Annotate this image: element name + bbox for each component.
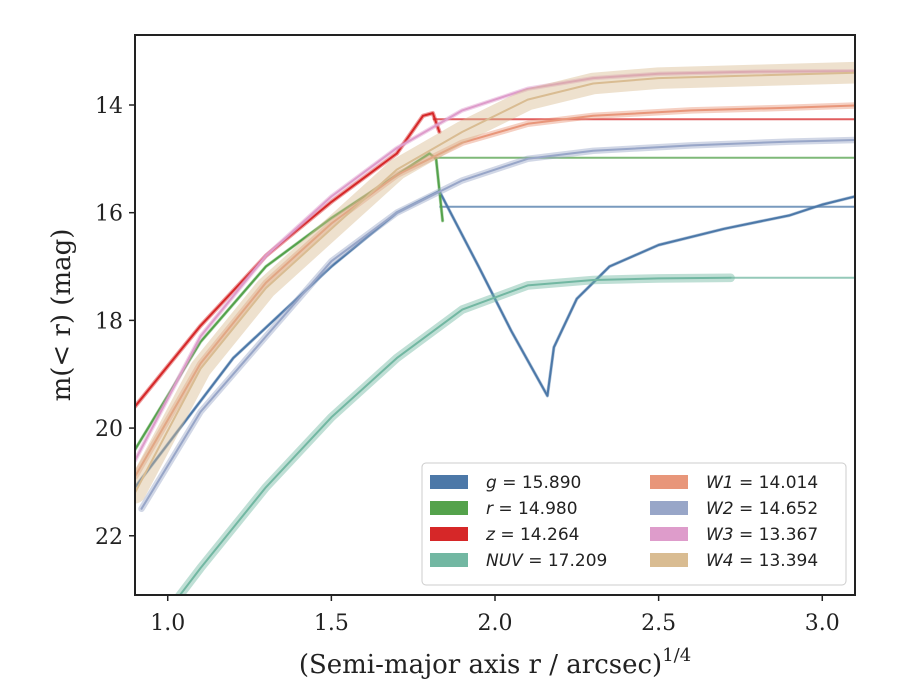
- series-line: [135, 112, 441, 408]
- series-line: [178, 276, 732, 595]
- legend: g = 15.890 r = 14.980 z = 14.264 NUV = 17.2…: [421, 462, 847, 586]
- axes: 1.0 1.5 2.0 2.5 3.0 14 16 18 20 22 (Semi-major axi…: [47, 34, 856, 680]
- series-w4: [135, 61, 855, 504]
- legend-label: W2 = 14.652: [706, 499, 818, 519]
- series-w1: [135, 102, 855, 480]
- legend-label: W3 = 13.367: [706, 525, 818, 545]
- legend-swatch: [430, 553, 468, 567]
- legend-item: W2 = 14.652: [650, 499, 818, 519]
- series-nuv: [174, 273, 855, 595]
- x-tick-label: 3.0: [805, 611, 840, 636]
- legend-swatch: [430, 475, 468, 489]
- x-tick-label: 2.0: [478, 611, 513, 636]
- y-tick-label: 16: [95, 202, 123, 227]
- legend-swatch: [430, 527, 468, 541]
- x-tick-label: 2.5: [641, 611, 676, 636]
- legend-swatch: [650, 527, 688, 541]
- legend-label: W1 = 14.014: [706, 473, 818, 493]
- series-line: [140, 139, 855, 510]
- legend-label: NUV = 17.209: [486, 551, 607, 571]
- y-tick-label: 18: [95, 309, 123, 334]
- legend-item: r = 14.980: [430, 499, 578, 519]
- series-w3: [135, 68, 855, 463]
- legend-item: W1 = 14.014: [650, 473, 818, 493]
- series-line: [135, 71, 855, 494]
- series-line: [135, 152, 444, 451]
- legend-label: W4 = 13.394: [706, 551, 818, 571]
- series-r: [135, 151, 855, 452]
- series-band: [135, 68, 855, 463]
- y-tick-label: 14: [95, 94, 123, 119]
- y-axis-title: m(< r) (mag): [47, 229, 77, 402]
- legend-swatch: [430, 501, 468, 515]
- legend-label: z = 14.264: [485, 525, 579, 545]
- legend-box: [421, 462, 847, 586]
- legend-label: r = 14.980: [486, 499, 578, 519]
- series-z: [135, 110, 855, 409]
- series-w2: [138, 136, 855, 513]
- x-axis-title: (Semi-major axis r / arcsec)1/4: [299, 645, 691, 680]
- legend-item: W3 = 13.367: [650, 525, 818, 545]
- series-line: [135, 70, 855, 462]
- legend-swatch: [650, 553, 688, 567]
- legend-label: g = 15.890: [486, 473, 581, 493]
- series-line: [135, 104, 855, 478]
- plot-area: [135, 61, 855, 595]
- legend-swatch: [650, 475, 688, 489]
- series-g: [135, 189, 855, 489]
- y-tick-label: 20: [95, 417, 123, 442]
- series-line: [135, 190, 855, 489]
- legend-swatch: [650, 501, 688, 515]
- series-band: [135, 189, 855, 489]
- legend-item: g = 15.890: [430, 473, 581, 493]
- x-tick-label: 1.0: [150, 611, 185, 636]
- legend-item: NUV = 17.209: [430, 551, 607, 571]
- legend-item: W4 = 13.394: [650, 551, 818, 571]
- x-tick-label: 1.5: [314, 611, 349, 636]
- legend-item: z = 14.264: [430, 525, 579, 545]
- y-tick-label: 22: [95, 525, 123, 550]
